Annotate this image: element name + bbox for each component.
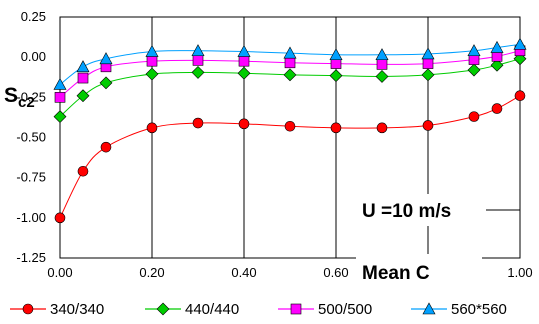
data-point [514, 90, 526, 102]
y-axis-label-main: S [4, 84, 18, 107]
data-point [192, 117, 204, 129]
data-point [192, 55, 204, 66]
x-tick-label: 0.60 [323, 265, 348, 280]
data-point [99, 76, 113, 90]
plot-frame [59, 16, 521, 259]
data-point [238, 55, 250, 67]
data-point [237, 66, 251, 80]
xlabel-background [356, 254, 482, 284]
data-point [77, 165, 89, 177]
data-point [468, 111, 480, 122]
data-point [421, 68, 435, 82]
y-tick-label: 0.00 [21, 49, 46, 64]
data-point [468, 54, 480, 65]
x-tick-label: 0.00 [47, 265, 72, 280]
data-point [146, 122, 158, 134]
legend: 340/340 440/440 500/500 560*560 [10, 301, 507, 318]
data-point [490, 58, 504, 72]
data-point [422, 58, 434, 69]
data-point [284, 57, 296, 69]
annotation-label: U =10 m/s [362, 201, 451, 222]
data-point [375, 70, 389, 83]
data-point [467, 44, 481, 57]
legend-item-1: 440/440 [145, 301, 239, 318]
data-point [284, 120, 296, 132]
data-point [375, 48, 389, 61]
data-point [53, 77, 67, 90]
y-tick-label: 0.25 [21, 9, 46, 24]
y-axis-label-sub: c2 [18, 94, 35, 111]
data-point [330, 122, 342, 134]
series-3 [53, 37, 527, 90]
x-tick-label: 1.00 [507, 265, 532, 280]
y-tick-label: -1.00 [16, 210, 46, 225]
data-point [490, 40, 504, 53]
series-0 [54, 90, 526, 224]
series-2 [54, 45, 526, 103]
series-group [53, 37, 527, 224]
x-tick-label: 0.20 [139, 265, 164, 280]
data-point [283, 68, 297, 82]
annotation-background [354, 194, 486, 226]
data-point [329, 69, 343, 83]
legend-marker [422, 302, 436, 315]
data-point [146, 55, 158, 67]
data-point [145, 67, 159, 81]
y-tick-label: -0.25 [16, 89, 46, 104]
legend-label: 440/440 [185, 301, 239, 318]
data-point [237, 44, 251, 57]
data-point [376, 122, 388, 134]
data-point [54, 92, 66, 103]
data-point [283, 46, 297, 59]
legend-item-2: 500/500 [278, 301, 372, 318]
y-tick-label: -1.25 [16, 250, 46, 265]
y-tick-label: -0.75 [16, 170, 46, 185]
tick-labels: 0.000.200.400.600.801.000.250.00-0.25-0.… [16, 9, 532, 280]
legend-marker [290, 303, 302, 315]
data-point [491, 103, 503, 114]
data-point [513, 37, 527, 50]
data-point [422, 120, 434, 131]
data-point [191, 44, 205, 57]
data-point [421, 47, 435, 60]
legend-marker [22, 303, 34, 315]
data-point [100, 141, 112, 153]
legend-label: 500/500 [318, 301, 372, 318]
legend-marker [156, 302, 170, 316]
legend-item-0: 340/340 [10, 301, 104, 318]
data-point [238, 118, 250, 130]
data-point [76, 89, 90, 103]
data-point [145, 44, 159, 57]
data-point [491, 51, 503, 62]
data-point [54, 212, 66, 224]
data-point [330, 58, 342, 69]
data-point [76, 60, 90, 73]
data-point [191, 66, 205, 79]
legend-label: 340/340 [50, 301, 104, 318]
data-point [53, 110, 67, 124]
data-point [77, 72, 89, 84]
y-tick-label: -0.50 [16, 130, 46, 145]
data-point [99, 52, 113, 65]
x-axis-label: Mean C [362, 263, 430, 284]
x-tick-label: 0.40 [231, 265, 256, 280]
data-point [467, 63, 481, 77]
legend-label: 560*560 [451, 301, 507, 318]
y-axis-label: Sc2 [4, 84, 35, 111]
legend-item-3: 560*560 [411, 301, 507, 318]
data-point [329, 48, 343, 61]
data-point [376, 59, 388, 70]
